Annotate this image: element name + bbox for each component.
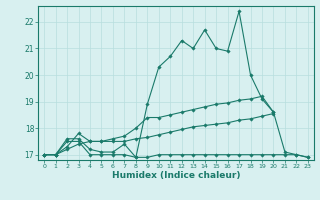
X-axis label: Humidex (Indice chaleur): Humidex (Indice chaleur) (112, 171, 240, 180)
